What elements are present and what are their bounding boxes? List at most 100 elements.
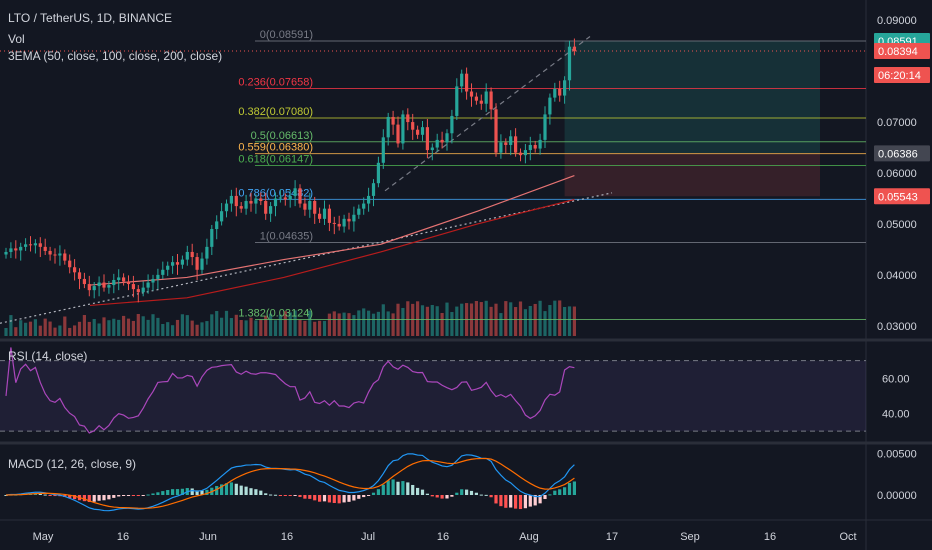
macd-histogram-bar: [465, 489, 469, 495]
candle-body: [469, 91, 474, 97]
volume-bar: [68, 327, 72, 336]
candle-body: [509, 136, 513, 145]
candle: [102, 274, 106, 292]
candle: [117, 269, 121, 291]
macd-histogram-bar: [514, 495, 518, 509]
volume-bar: [77, 321, 82, 336]
volume-indicator-label[interactable]: Vol: [8, 32, 25, 46]
candle-body: [175, 262, 180, 265]
volume-bar: [337, 313, 341, 336]
volume-bar: [215, 311, 219, 336]
volume-bar: [24, 322, 28, 336]
macd-histogram-bar: [563, 487, 567, 495]
candle: [396, 116, 400, 148]
price-tag-bg: [874, 43, 930, 60]
candle: [288, 189, 292, 208]
candle-body: [9, 248, 13, 252]
candle-body: [342, 218, 346, 227]
macd-histogram-bar: [264, 493, 268, 495]
candle: [9, 242, 13, 259]
candle-body: [563, 80, 567, 96]
macd-histogram-bar: [141, 495, 145, 496]
candle-body: [460, 73, 464, 87]
volume-bar: [264, 315, 268, 336]
candle-body: [14, 248, 18, 251]
volume-bar: [38, 325, 42, 336]
candle: [229, 189, 233, 212]
volume-bar: [156, 317, 160, 336]
candle: [141, 281, 145, 297]
symbol-title[interactable]: LTO / TetherUS, 1D, BINANCE: [8, 11, 173, 25]
volume-bar: [283, 311, 287, 336]
volume-bar: [347, 313, 351, 336]
candle-body: [538, 139, 542, 149]
candle-body: [210, 229, 214, 247]
macd-line: [5, 453, 575, 512]
candle-body: [357, 208, 361, 215]
macd-histogram-bar: [283, 495, 287, 496]
candle-body: [77, 272, 82, 279]
candle: [293, 180, 297, 207]
macd-histogram-bar: [401, 481, 405, 495]
volume-bar: [318, 320, 322, 336]
macd-histogram-bar: [347, 495, 351, 502]
candle: [318, 207, 322, 223]
candle-body: [171, 262, 175, 266]
candle: [322, 200, 327, 225]
candle-body: [313, 201, 317, 214]
macd-histogram-bar: [474, 492, 478, 495]
candle-body: [518, 152, 523, 156]
macd-tick-label: 0.00000: [877, 490, 917, 502]
macd-histogram-bar: [327, 495, 331, 503]
macd-histogram-bar: [249, 488, 253, 495]
price-tag-bg: [874, 188, 930, 205]
candle-body: [4, 251, 8, 255]
macd-histogram-bar: [460, 489, 464, 495]
volume-bar: [53, 327, 57, 336]
price-tag-label: 0.08394: [878, 46, 918, 58]
volume-bar: [430, 305, 434, 336]
volume-bar: [332, 311, 336, 336]
candle-body: [499, 142, 503, 153]
candle-body: [273, 198, 278, 207]
macd-histogram-bar: [48, 495, 52, 496]
macd-histogram-bar: [440, 495, 444, 499]
candle: [19, 242, 23, 261]
candle-body: [63, 253, 67, 261]
candle: [367, 187, 371, 212]
volume-bar: [200, 322, 204, 336]
candle-body: [391, 116, 395, 125]
candle-body: [548, 97, 552, 115]
macd-histogram-bar: [332, 495, 336, 504]
candle: [33, 239, 37, 254]
candle-body: [38, 243, 42, 247]
macd-histogram-bar: [406, 482, 410, 495]
candle-body: [112, 279, 116, 286]
ema-indicator-label[interactable]: 3EMA (50, close, 100, close, 200, close): [8, 49, 223, 63]
price-tick-label: 0.09000: [877, 15, 917, 27]
volume-bar: [161, 324, 165, 336]
candle: [171, 256, 175, 274]
macd-histogram-bar: [180, 488, 184, 495]
candle: [523, 143, 527, 164]
candle: [28, 236, 33, 252]
candle-body: [430, 147, 434, 151]
macd-histogram-bar: [112, 495, 116, 498]
candle-body: [425, 127, 429, 151]
candle-body: [298, 188, 302, 204]
volume-bar: [87, 321, 91, 336]
candle-body: [303, 203, 307, 210]
candle: [381, 129, 385, 169]
candle-body: [97, 282, 101, 287]
candle: [210, 224, 214, 256]
macd-histogram-bar: [553, 490, 557, 495]
rsi-indicator-label[interactable]: RSI (14, close): [8, 349, 88, 363]
candle-body: [190, 251, 194, 258]
macd-indicator-label[interactable]: MACD (12, 26, close, 9): [8, 457, 137, 471]
candle-body: [19, 246, 23, 251]
macd-histogram-bar: [298, 495, 302, 497]
candle-body: [553, 88, 557, 98]
candle: [200, 252, 204, 274]
price-tick-label: 0.04000: [877, 270, 917, 282]
